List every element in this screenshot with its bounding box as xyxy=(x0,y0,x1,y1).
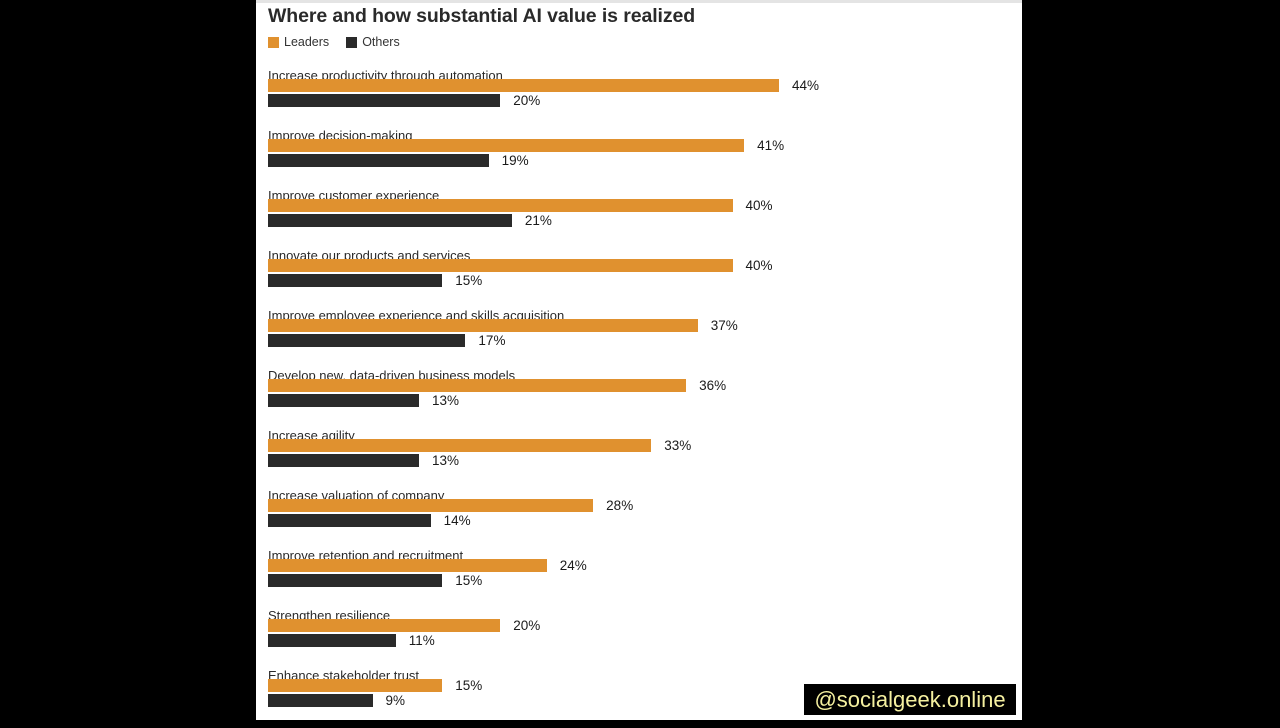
legend: Leaders Others xyxy=(268,35,417,49)
others-value-label: 15% xyxy=(455,573,483,588)
others-value-label: 13% xyxy=(431,453,459,468)
bar-row: Develop new, data-driven business models… xyxy=(268,368,1008,428)
leaders-value-label: 40% xyxy=(745,258,773,273)
bar-row: Increase valuation of company 28% 14% xyxy=(268,488,1008,548)
right-letterbox xyxy=(1022,0,1280,720)
leaders-bar xyxy=(268,679,443,692)
leaders-value-label: 41% xyxy=(757,138,785,153)
legend-label-others: Others xyxy=(362,35,400,49)
bar-row: Improve decision-making 41% 19% xyxy=(268,128,1008,188)
leaders-bar xyxy=(268,379,687,392)
others-value-label: 19% xyxy=(501,153,529,168)
leaders-bar xyxy=(268,439,652,452)
leaders-bar xyxy=(268,559,547,572)
legend-item-others: Others xyxy=(346,35,400,49)
others-value-label: 17% xyxy=(478,333,506,348)
bar-row: Improve retention and recruitment 24% 15% xyxy=(268,548,1008,608)
others-bar xyxy=(268,154,489,167)
bar-row: Improve employee experience and skills a… xyxy=(268,308,1008,368)
leaders-value-label: 37% xyxy=(710,318,738,333)
bar-row: Increase productivity through automation… xyxy=(268,68,1008,128)
leaders-value-label: 24% xyxy=(559,558,587,573)
watermark: @socialgeek.online xyxy=(804,684,1016,715)
others-bar xyxy=(268,574,443,587)
leaders-value-label: 28% xyxy=(606,498,634,513)
others-bar xyxy=(268,214,512,227)
others-value-label: 14% xyxy=(443,513,471,528)
others-bar xyxy=(268,454,419,467)
leaders-value-label: 33% xyxy=(664,438,692,453)
others-value-label: 15% xyxy=(455,273,483,288)
leaders-value-label: 36% xyxy=(699,378,727,393)
leaders-swatch-icon xyxy=(268,36,279,48)
others-bar xyxy=(268,274,443,287)
others-bar xyxy=(268,394,419,407)
others-value-label: 11% xyxy=(408,633,435,648)
others-bar xyxy=(268,514,431,527)
bar-row: Improve customer experience 40% 21% xyxy=(268,188,1008,248)
leaders-bar xyxy=(268,139,745,152)
chart-panel: Where and how substantial AI value is re… xyxy=(256,0,1024,720)
chart-title: Where and how substantial AI value is re… xyxy=(268,5,696,27)
leaders-bar xyxy=(268,499,594,512)
leaders-value-label: 15% xyxy=(455,678,483,693)
leaders-value-label: 44% xyxy=(792,78,820,93)
top-strip xyxy=(256,0,1024,3)
bar-row: Increase agility 33% 13% xyxy=(268,428,1008,488)
bar-row: Enhance stakeholder trust 15% 9% xyxy=(268,668,1008,728)
leaders-bar xyxy=(268,619,501,632)
others-bar xyxy=(268,694,373,707)
others-bar xyxy=(268,334,466,347)
bar-row: Strengthen resilience 20% 11% xyxy=(268,608,1008,668)
bar-row: Innovate our products and services 40% 15% xyxy=(268,248,1008,308)
others-value-label: 21% xyxy=(524,213,552,228)
others-value-label: 13% xyxy=(431,393,459,408)
leaders-bar xyxy=(268,259,733,272)
leaders-value-label: 20% xyxy=(513,618,541,633)
others-value-label: 9% xyxy=(385,693,406,708)
leaders-bar xyxy=(268,79,779,92)
leaders-value-label: 40% xyxy=(745,198,773,213)
leaders-bar xyxy=(268,199,733,212)
legend-label-leaders: Leaders xyxy=(284,35,330,49)
leaders-bar xyxy=(268,319,698,332)
others-bar xyxy=(268,634,396,647)
others-bar xyxy=(268,94,501,107)
legend-item-leaders: Leaders xyxy=(268,35,329,49)
others-value-label: 20% xyxy=(513,93,541,108)
others-swatch-icon xyxy=(346,36,358,48)
